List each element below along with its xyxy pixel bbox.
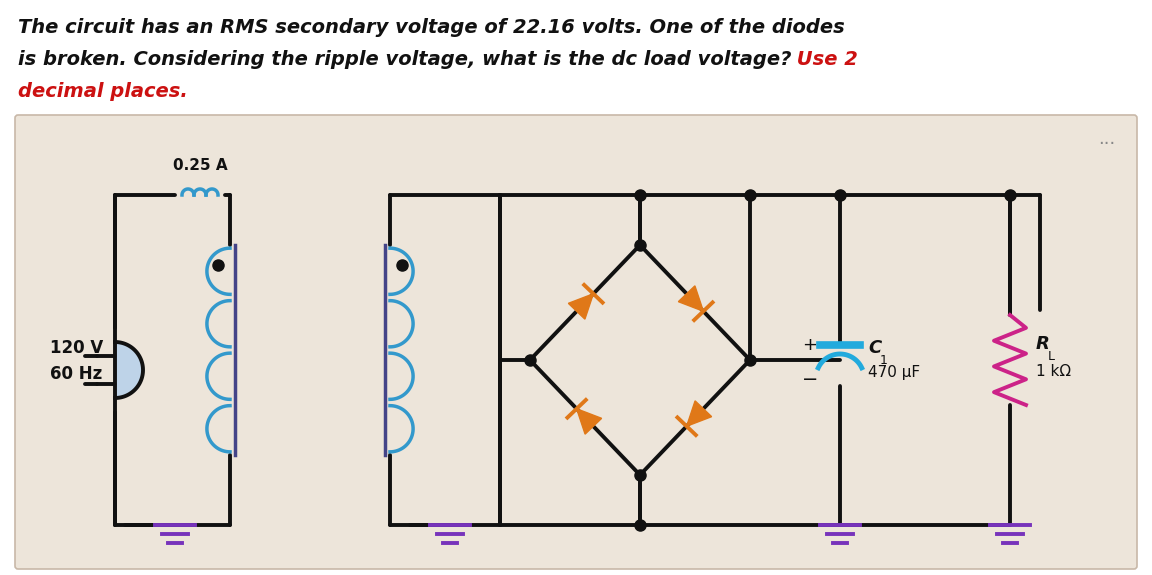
Polygon shape <box>687 401 712 426</box>
Text: C: C <box>867 339 881 357</box>
Text: R: R <box>1036 335 1049 353</box>
Polygon shape <box>577 409 601 434</box>
Text: Use 2: Use 2 <box>790 50 858 69</box>
Text: 1: 1 <box>880 354 888 367</box>
Text: 120 V: 120 V <box>50 339 104 357</box>
Text: 0.25 A: 0.25 A <box>173 158 227 173</box>
Text: The circuit has an RMS secondary voltage of 22.16 volts. One of the diodes: The circuit has an RMS secondary voltage… <box>18 18 844 37</box>
Text: −: − <box>802 370 818 389</box>
Text: 1 kΩ: 1 kΩ <box>1036 365 1071 380</box>
Text: +: + <box>803 336 818 354</box>
Polygon shape <box>568 294 593 319</box>
Text: 470 μF: 470 μF <box>867 365 920 380</box>
Polygon shape <box>679 286 704 311</box>
Polygon shape <box>115 342 143 398</box>
Text: ...: ... <box>1098 130 1115 148</box>
Text: 60 Hz: 60 Hz <box>50 365 103 383</box>
Text: L: L <box>1048 350 1055 363</box>
Text: is broken. Considering the ripple voltage, what is the dc load voltage?: is broken. Considering the ripple voltag… <box>18 50 791 69</box>
FancyBboxPatch shape <box>15 115 1137 569</box>
Text: decimal places.: decimal places. <box>18 82 188 101</box>
